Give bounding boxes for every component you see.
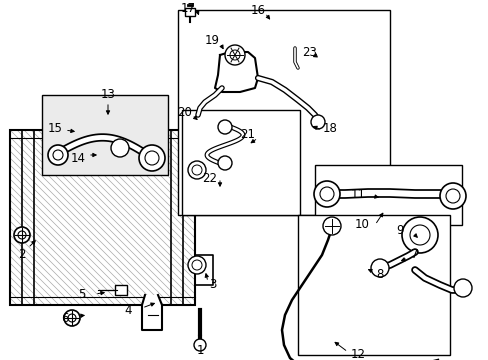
- Text: 16: 16: [250, 4, 265, 17]
- Text: 21: 21: [240, 129, 255, 141]
- Text: 19: 19: [204, 33, 219, 46]
- Circle shape: [48, 145, 68, 165]
- Circle shape: [194, 339, 205, 351]
- Text: 8: 8: [376, 269, 383, 282]
- Circle shape: [187, 256, 205, 274]
- Text: 14: 14: [70, 152, 85, 165]
- Text: 4: 4: [124, 303, 131, 316]
- Text: 2: 2: [18, 248, 26, 261]
- Text: 15: 15: [47, 122, 62, 135]
- Circle shape: [53, 150, 63, 160]
- Bar: [297, 215, 449, 355]
- Circle shape: [445, 189, 459, 203]
- Text: 10: 10: [354, 219, 368, 231]
- Circle shape: [68, 314, 76, 322]
- Circle shape: [370, 259, 388, 277]
- Circle shape: [323, 217, 340, 235]
- Bar: [115, 285, 127, 295]
- Bar: [10, 130, 195, 305]
- Polygon shape: [142, 295, 162, 330]
- Text: 18: 18: [322, 122, 337, 135]
- Circle shape: [310, 115, 325, 129]
- Bar: [178, 10, 389, 215]
- Text: 6: 6: [61, 311, 69, 324]
- Text: 11: 11: [350, 189, 365, 202]
- Circle shape: [14, 227, 30, 243]
- Text: 13: 13: [101, 89, 115, 102]
- Circle shape: [224, 45, 244, 65]
- Circle shape: [111, 139, 129, 157]
- Text: 3: 3: [209, 279, 216, 292]
- Bar: [42, 95, 168, 175]
- Circle shape: [64, 310, 80, 326]
- Circle shape: [453, 279, 471, 297]
- Circle shape: [313, 181, 339, 207]
- Bar: [314, 165, 461, 225]
- Circle shape: [192, 165, 202, 175]
- Circle shape: [18, 231, 26, 239]
- Circle shape: [439, 183, 465, 209]
- Circle shape: [218, 156, 231, 170]
- Circle shape: [319, 187, 333, 201]
- Bar: [10, 130, 195, 305]
- Circle shape: [409, 225, 429, 245]
- Text: 23: 23: [302, 45, 317, 58]
- Text: 22: 22: [202, 171, 217, 184]
- Text: 20: 20: [177, 105, 192, 118]
- Text: 9: 9: [395, 224, 403, 237]
- Circle shape: [192, 260, 202, 270]
- Circle shape: [218, 120, 231, 134]
- Polygon shape: [215, 52, 258, 92]
- Circle shape: [401, 217, 437, 253]
- Circle shape: [145, 151, 159, 165]
- Text: 12: 12: [350, 348, 365, 360]
- Text: 17: 17: [180, 1, 195, 14]
- Circle shape: [229, 50, 240, 60]
- Text: 1: 1: [196, 343, 203, 356]
- Circle shape: [139, 145, 164, 171]
- Circle shape: [187, 161, 205, 179]
- Bar: [182, 110, 299, 215]
- Text: 7: 7: [410, 248, 418, 261]
- Bar: [184, 8, 195, 16]
- Text: 5: 5: [78, 288, 85, 302]
